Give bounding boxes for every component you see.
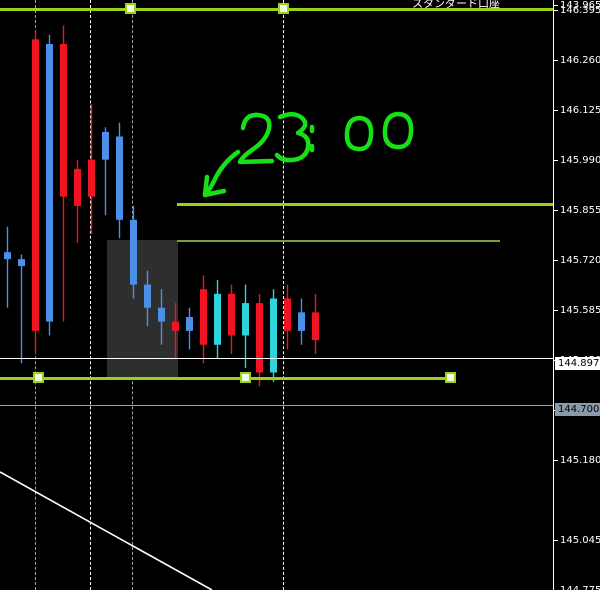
price-tick: 145.720 <box>554 255 600 267</box>
chart-plot-area[interactable] <box>0 0 553 590</box>
ask-price-label[interactable]: 144.700 <box>555 403 600 416</box>
secondary-green-line[interactable] <box>177 240 500 242</box>
price-axis[interactable]: 146.395 146.260 146.125 145.990 145.855 145.7… <box>553 0 600 590</box>
descending-trendline[interactable] <box>0 0 553 590</box>
price-tick: 143.965 <box>554 0 600 12</box>
handle-bottom-mid[interactable] <box>240 372 251 383</box>
lower-green-trendline[interactable] <box>0 377 456 380</box>
price-tick: 146.395 <box>554 5 600 17</box>
account-header-text: スタンダード口座 <box>412 0 500 10</box>
price-tick: 145.045 <box>554 535 600 547</box>
price-tick: 145.855 <box>554 205 600 217</box>
handle-bottom-right[interactable] <box>445 372 456 383</box>
vgrid-2 <box>90 0 91 590</box>
handle-bottom-left[interactable] <box>33 372 44 383</box>
upper-green-trendline[interactable] <box>0 8 553 11</box>
resistance-green-line[interactable] <box>177 203 553 206</box>
price-tick: 145.180 <box>554 455 600 467</box>
price-tick: 146.260 <box>554 55 600 67</box>
price-tick: 146.125 <box>554 105 600 117</box>
ask-blue-line[interactable] <box>0 405 553 406</box>
bid-price-label[interactable]: 144.897 <box>555 357 600 370</box>
bid-white-line[interactable] <box>0 358 553 359</box>
price-tick: 145.990 <box>554 155 600 167</box>
price-tick: 145.585 <box>554 305 600 317</box>
candlestick-series <box>4 25 319 387</box>
handle-top-right[interactable] <box>278 3 289 14</box>
price-tick: 144.775 <box>554 585 600 590</box>
selection-zone[interactable] <box>107 240 178 377</box>
handle-top-left[interactable] <box>125 3 136 14</box>
vgrid-4 <box>283 0 284 590</box>
